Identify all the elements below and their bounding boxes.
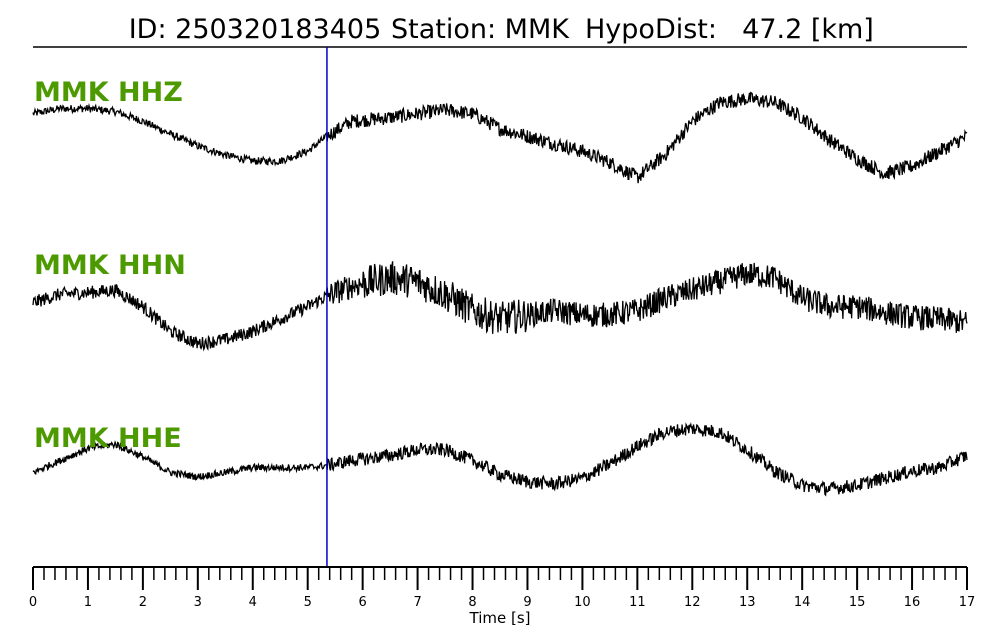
tick-label: 1: [84, 595, 92, 610]
event-id-label: ID: 250320183405: [129, 14, 382, 45]
tick-label: 9: [523, 595, 531, 610]
tick-label: 2: [139, 595, 147, 610]
station-label: Station: MMK: [391, 14, 570, 45]
tick-label: 11: [629, 595, 646, 610]
trace-mmk-hhn: [32, 261, 968, 352]
tick-label: 16: [904, 595, 921, 610]
tick-label: 13: [739, 595, 756, 610]
tick-label: 10: [574, 595, 591, 610]
tick-label: 0: [29, 595, 37, 610]
tick-label: 8: [468, 595, 476, 610]
time-axis-ticks: [32, 567, 968, 590]
tick-label: 6: [359, 595, 367, 610]
time-axis-label: Time [s]: [469, 609, 531, 627]
time-axis-tick-labels: 0 1 2 3 4 5 6 7 8 9 10 11 12 13 14 15 16 17: [29, 595, 975, 610]
tick-label: 15: [849, 595, 866, 610]
hypodist-value: 47.2 [km]: [742, 14, 874, 45]
trace-group: [32, 91, 968, 497]
hypodist-label: HypoDist:: [585, 14, 717, 45]
tick-label: 14: [794, 595, 811, 610]
tick-label: 12: [684, 595, 701, 610]
tick-label: 4: [249, 595, 257, 610]
trace-mmk-hhz: [32, 91, 968, 184]
trace-mmk-hhe: [32, 422, 968, 497]
tick-label: 5: [304, 595, 312, 610]
tick-label: 7: [413, 595, 421, 610]
tick-label: 3: [194, 595, 202, 610]
channel-label-hhz: MMK HHZ: [34, 77, 183, 108]
channel-label-hhn: MMK HHN: [34, 250, 186, 281]
channel-label-hhe: MMK HHE: [34, 423, 182, 454]
tick-label: 17: [959, 595, 976, 610]
